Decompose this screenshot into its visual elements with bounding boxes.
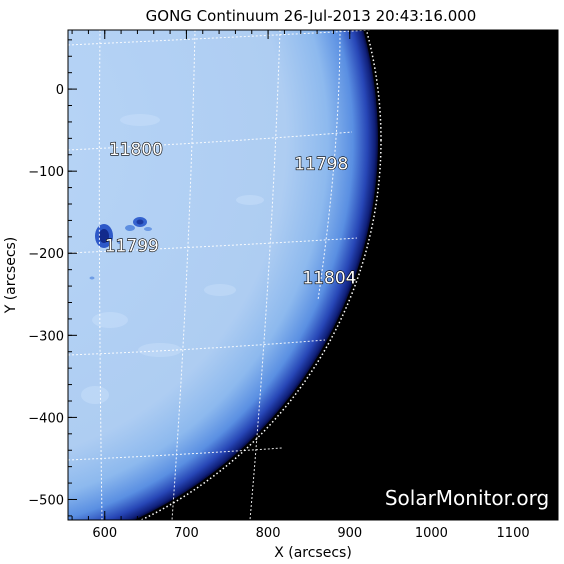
x-tick-label: 1100: [497, 526, 530, 541]
y-tick-label: 0: [56, 83, 64, 98]
plot-title: GONG Continuum 26-Jul-2013 20:43:16.000: [146, 7, 477, 25]
active-region-labels: 11800 11798 11799 11804: [104, 139, 357, 289]
active-region-label: 11798: [294, 155, 348, 175]
active-region-label: 11799: [105, 237, 159, 257]
x-tick-label: 700: [174, 526, 199, 541]
solar-disk: [68, 30, 378, 520]
x-tick-label: 800: [256, 526, 281, 541]
x-axis: 600 700 800 900 1000 1100: [71, 30, 547, 541]
plot-frame: [67, 29, 559, 521]
y-tick-label: −300: [28, 329, 64, 344]
active-region-label: 11804: [302, 269, 356, 289]
disk-texture: [81, 114, 264, 404]
heliographic-grid: [68, 30, 373, 520]
x-axis-label: X (arcsecs): [274, 545, 352, 561]
x-tick-label: 900: [337, 526, 362, 541]
watermark: SolarMonitor.org: [385, 486, 549, 510]
y-axis: 0 −100 −200 −300 −400 −500: [28, 39, 558, 517]
y-axis-label: Y (arcsecs): [3, 237, 19, 315]
y-tick-label: −100: [28, 165, 64, 180]
x-tick-label: 600: [92, 526, 117, 541]
x-tick-label: 1000: [415, 526, 448, 541]
y-tick-label: −500: [28, 493, 64, 508]
y-tick-label: −200: [28, 247, 64, 262]
active-region-label: 11800: [109, 140, 163, 160]
limb-outline: [139, 30, 382, 520]
y-tick-label: −400: [28, 411, 64, 426]
